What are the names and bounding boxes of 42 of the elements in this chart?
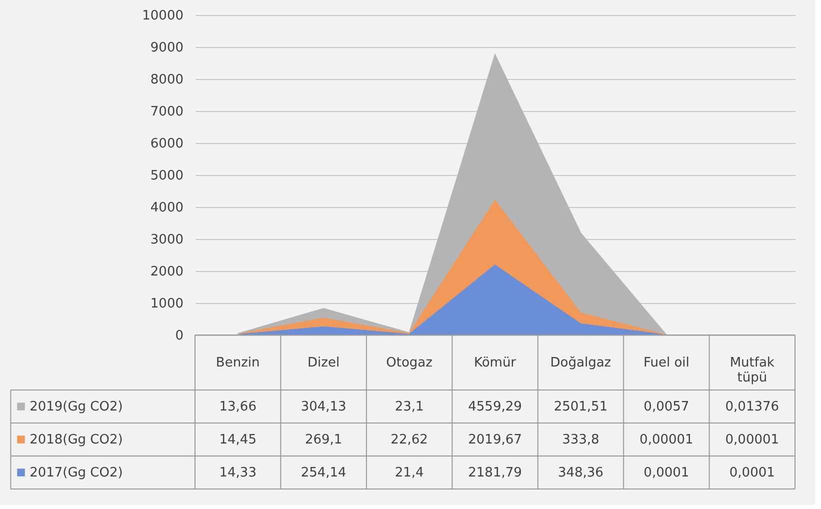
data-label: 348,36: [558, 466, 604, 480]
data-label: 14,45: [219, 432, 256, 448]
y-tick-label: 4000: [150, 200, 184, 216]
y-tick-label: 7000: [150, 104, 184, 120]
data-label: 333,8: [562, 432, 600, 448]
data-label: 14,33: [219, 466, 256, 480]
data-label: 254,14: [300, 466, 346, 480]
y-tick-label: 9000: [150, 40, 184, 56]
x-tick-label: Otogaz: [386, 356, 433, 370]
data-label: 0,0001: [729, 466, 775, 480]
data-label: 0,00001: [640, 432, 694, 448]
data-label: 304,13: [300, 400, 346, 414]
x-tick-label: Kömür: [474, 356, 517, 370]
y-tick-label: 6000: [150, 136, 184, 152]
data-label: 0,01376: [725, 400, 780, 414]
legend-label: 2017(Gg CO2): [30, 466, 123, 480]
y-tick-label: 0: [175, 328, 184, 344]
data-label: 21,4: [394, 466, 424, 480]
y-tick-label: 10000: [142, 8, 184, 24]
data-label: 0,0057: [644, 400, 690, 414]
data-label: 22,62: [390, 432, 428, 448]
legend-label: 2019(Gg CO2): [30, 400, 123, 414]
data-label: 4559,29: [468, 400, 522, 414]
x-tick-label: Dizel: [308, 356, 340, 370]
y-tick-label: 1000: [150, 296, 184, 312]
data-label: 23,1: [394, 400, 424, 414]
x-tick-label: Benzin: [216, 356, 260, 370]
data-label: 2181,79: [468, 466, 522, 480]
x-tick-label: Mutfak tüpü: [730, 356, 775, 386]
y-tick-label: 5000: [150, 168, 184, 184]
data-label: 269,1: [304, 432, 342, 448]
legend-label: 2018(Gg CO2): [30, 432, 123, 448]
data-label: 2019,67: [468, 432, 522, 448]
data-label: 0,0001: [644, 466, 690, 480]
y-tick-label: 3000: [150, 232, 184, 248]
x-tick-label: Doğalgaz: [550, 356, 612, 370]
y-tick-label: 2000: [150, 264, 184, 280]
data-label: 13,66: [219, 400, 256, 414]
data-label: 0,00001: [725, 432, 780, 448]
data-label: 2501,51: [554, 400, 608, 414]
x-tick-label: Fuel oil: [643, 356, 690, 370]
y-tick-label: 8000: [150, 72, 184, 88]
